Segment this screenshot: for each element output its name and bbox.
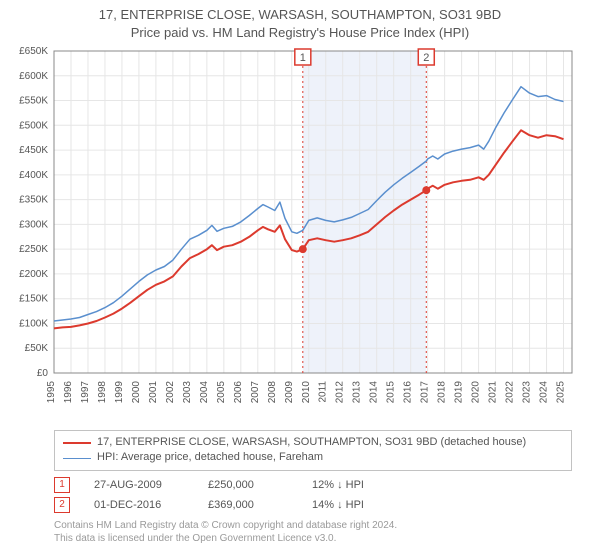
svg-text:2020: 2020 (471, 381, 482, 404)
title-address: 17, ENTERPRISE CLOSE, WARSASH, SOUTHAMPT… (0, 6, 600, 24)
svg-text:£650K: £650K (19, 46, 48, 57)
svg-text:2011: 2011 (318, 381, 329, 403)
svg-text:2005: 2005 (216, 381, 227, 404)
svg-text:2002: 2002 (165, 381, 176, 404)
legend-swatch (63, 458, 91, 459)
attribution: Contains HM Land Registry data © Crown c… (54, 519, 572, 546)
svg-text:1997: 1997 (80, 381, 91, 404)
svg-text:2000: 2000 (131, 381, 142, 404)
svg-text:2001: 2001 (148, 381, 159, 404)
marker-badge: 2 (54, 497, 70, 513)
svg-text:£550K: £550K (19, 96, 48, 107)
svg-text:£100K: £100K (19, 319, 48, 330)
transaction-date: 27-AUG-2009 (94, 479, 184, 491)
svg-text:2003: 2003 (182, 381, 193, 404)
svg-text:2006: 2006 (233, 381, 244, 404)
svg-text:2009: 2009 (284, 381, 295, 404)
transaction-delta: 14% ↓ HPI (312, 499, 364, 511)
svg-text:2015: 2015 (386, 381, 397, 404)
attribution-line: This data is licensed under the Open Gov… (54, 532, 572, 546)
svg-text:2014: 2014 (369, 381, 380, 404)
transaction-row: 2 01-DEC-2016 £369,000 14% ↓ HPI (54, 495, 572, 515)
attribution-line: Contains HM Land Registry data © Crown c… (54, 519, 572, 533)
svg-text:2007: 2007 (250, 381, 261, 404)
svg-text:2022: 2022 (505, 381, 516, 404)
svg-text:2019: 2019 (454, 381, 465, 404)
marker-badge: 1 (54, 477, 70, 493)
transaction-price: £250,000 (208, 479, 288, 491)
svg-text:£200K: £200K (19, 269, 48, 280)
svg-text:2025: 2025 (556, 381, 567, 404)
legend-label: HPI: Average price, detached house, Fare… (97, 450, 323, 465)
svg-text:2: 2 (423, 52, 429, 64)
svg-text:£250K: £250K (19, 244, 48, 255)
transaction-date: 01-DEC-2016 (94, 499, 184, 511)
legend-row: HPI: Average price, detached house, Fare… (63, 450, 563, 465)
svg-text:2012: 2012 (335, 381, 346, 404)
line-chart: £0 £50K £100K £150K £200K £250K £300K £350K £400… (0, 41, 600, 424)
svg-text:2016: 2016 (403, 381, 414, 404)
svg-text:2010: 2010 (301, 381, 312, 404)
svg-text:2008: 2008 (267, 381, 278, 404)
transaction-price: £369,000 (208, 499, 288, 511)
svg-text:£150K: £150K (19, 294, 48, 305)
legend-row: 17, ENTERPRISE CLOSE, WARSASH, SOUTHAMPT… (63, 435, 563, 450)
svg-text:1996: 1996 (63, 381, 74, 404)
svg-text:1999: 1999 (114, 381, 125, 404)
transaction-row: 1 27-AUG-2009 £250,000 12% ↓ HPI (54, 475, 572, 495)
svg-text:1995: 1995 (46, 381, 57, 404)
svg-text:2024: 2024 (539, 381, 550, 404)
transaction-delta: 12% ↓ HPI (312, 479, 364, 491)
svg-text:2021: 2021 (488, 381, 499, 404)
svg-text:£500K: £500K (19, 120, 48, 131)
svg-text:2023: 2023 (522, 381, 533, 404)
svg-text:1998: 1998 (97, 381, 108, 404)
title-subtitle: Price paid vs. HM Land Registry's House … (0, 24, 600, 42)
svg-text:£300K: £300K (19, 219, 48, 230)
legend-swatch (63, 442, 91, 444)
svg-text:£400K: £400K (19, 170, 48, 181)
legend-label: 17, ENTERPRISE CLOSE, WARSASH, SOUTHAMPT… (97, 435, 526, 450)
chart-title-block: 17, ENTERPRISE CLOSE, WARSASH, SOUTHAMPT… (0, 0, 600, 41)
svg-text:2018: 2018 (437, 381, 448, 404)
svg-text:£450K: £450K (19, 145, 48, 156)
chart-svg: £0 £50K £100K £150K £200K £250K £300K £350K £400… (0, 41, 580, 421)
svg-text:1: 1 (300, 52, 306, 64)
legend: 17, ENTERPRISE CLOSE, WARSASH, SOUTHAMPT… (54, 430, 572, 471)
svg-text:2004: 2004 (199, 381, 210, 404)
svg-text:£50K: £50K (25, 343, 49, 354)
svg-text:£0: £0 (37, 368, 49, 379)
transaction-table: 1 27-AUG-2009 £250,000 12% ↓ HPI 2 01-DE… (54, 475, 572, 515)
svg-text:£350K: £350K (19, 195, 48, 206)
svg-text:2017: 2017 (420, 381, 431, 404)
svg-text:2013: 2013 (352, 381, 363, 404)
svg-text:£600K: £600K (19, 71, 48, 82)
